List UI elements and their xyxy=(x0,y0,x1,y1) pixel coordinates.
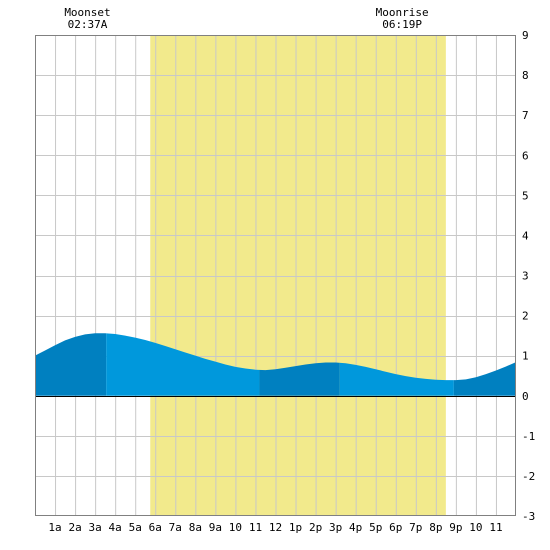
x-tick-label: 4p xyxy=(349,521,362,534)
moonrise-time: 06:19P xyxy=(382,18,423,31)
x-tick-label: 1p xyxy=(289,521,302,534)
x-tick-label: 8a xyxy=(189,521,202,534)
y-tick-label: 5 xyxy=(522,189,529,202)
y-tick-label: 9 xyxy=(522,29,529,42)
x-tick-label: 7a xyxy=(169,521,182,534)
plot-border xyxy=(35,35,516,516)
y-tick-label: -2 xyxy=(522,470,535,483)
x-tick-label: 11 xyxy=(489,521,502,534)
x-tick-label: 3p xyxy=(329,521,342,534)
x-tick-label: 12 xyxy=(269,521,282,534)
x-tick-label: 5p xyxy=(369,521,382,534)
x-tick-label: 10 xyxy=(229,521,242,534)
y-tick-label: 6 xyxy=(522,149,529,162)
x-tick-label: 6a xyxy=(149,521,162,534)
x-tick-label: 4a xyxy=(109,521,122,534)
moonset-annotation: Moonset 02:37A xyxy=(43,7,133,31)
x-tick-label: 11 xyxy=(249,521,262,534)
y-tick-label: 0 xyxy=(522,390,529,403)
y-tick-label: 4 xyxy=(522,229,529,242)
y-tick-label: 7 xyxy=(522,109,529,122)
x-tick-label: 9a xyxy=(209,521,222,534)
x-tick-label: 9p xyxy=(449,521,462,534)
daylight-band xyxy=(150,35,446,516)
y-tick-label: -1 xyxy=(522,430,535,443)
x-tick-label: 3a xyxy=(89,521,102,534)
x-tick-label: 2p xyxy=(309,521,322,534)
y-tick-label: 3 xyxy=(522,270,529,283)
x-tick-label: 8p xyxy=(429,521,442,534)
y-tick-label: 8 xyxy=(522,69,529,82)
x-tick-label: 5a xyxy=(129,521,142,534)
x-tick-label: 6p xyxy=(389,521,402,534)
y-tick-label: 2 xyxy=(522,310,529,323)
moonrise-label: Moonrise xyxy=(375,6,429,19)
moonrise-annotation: Moonrise 06:19P xyxy=(357,7,447,31)
y-tick-label: 1 xyxy=(522,350,529,363)
x-tick-label: 1a xyxy=(48,521,61,534)
moonset-label: Moonset xyxy=(64,6,111,19)
moonset-time: 02:37A xyxy=(67,18,108,31)
x-tick-label: 10 xyxy=(469,521,482,534)
x-tick-label: 7p xyxy=(409,521,422,534)
x-tick-label: 2a xyxy=(68,521,81,534)
y-tick-label: -3 xyxy=(522,510,535,523)
